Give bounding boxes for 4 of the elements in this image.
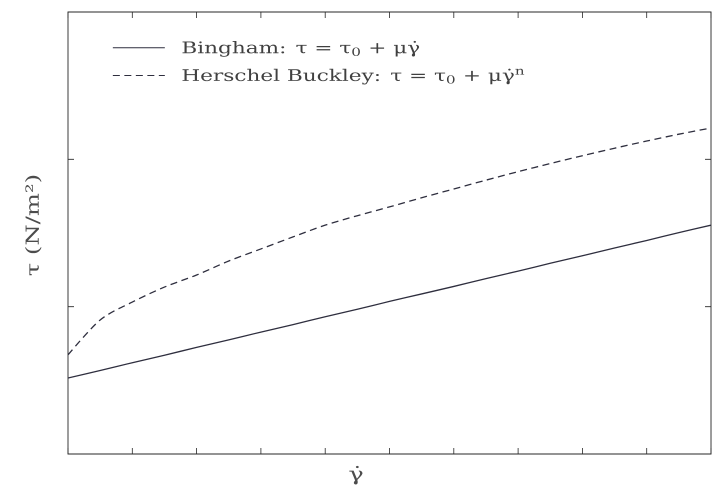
x-axis-title: γ̇ xyxy=(349,466,362,484)
y-axis-title: τ (N/m²) xyxy=(25,176,42,276)
legend-label: Herschel Buckley: τ = τ$_{0}$ + μγ̇$^{n}$ xyxy=(182,68,524,84)
legend-label: Bingham: τ = τ$_{0}$ + μγ̇ xyxy=(182,40,420,57)
